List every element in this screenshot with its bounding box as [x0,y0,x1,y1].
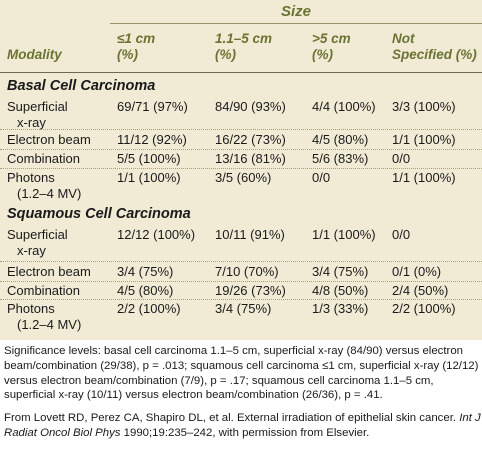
column-header-label: >5 cm [312,31,351,46]
column-header-unit: Specified (%) [392,47,477,62]
row-divider [0,261,482,262]
table-cell: 2/2 (100%) [392,301,456,316]
table-panel: Size Modality ≤1 cm (%) 1.1–5 cm (%) >5 … [0,0,482,340]
table-cell: 16/22 (73%) [215,132,286,147]
column-header-label: Not [392,31,415,46]
source-note: From Lovett RD, Perez CA, Shapiro DL, et… [4,411,482,441]
column-header-1-5cm: 1.1–5 cm (%) [215,31,272,63]
table-cell: 11/12 (92%) [117,132,187,147]
row-divider [0,281,482,282]
table-cell: 2/2 (100%) [117,301,181,316]
table-cell: 0/0 [392,227,411,242]
column-header-unit: (%) [117,47,138,62]
table-cell: 7/10 (70%) [215,264,279,279]
table-cell: 1/3 (33%) [312,301,369,316]
column-header-not-specified: Not Specified (%) [392,31,477,63]
source-journal: Int J Radiat Oncol Biol Phys [4,412,481,439]
column-header-modality: Modality [7,47,62,62]
header-bottom-rule [0,72,482,73]
size-header-rule [110,23,482,24]
table-cell: 3/4 (75%) [215,301,272,316]
section-title-basal: Basal Cell Carcinoma [7,78,156,94]
column-header-unit: (%) [215,47,236,62]
table-cell: 3/3 (100%) [392,99,456,114]
table-cell: 2/4 (50%) [392,283,449,298]
table-cell: 0/0 [312,170,331,185]
table-cell: 69/71 (97%) [117,99,188,114]
row-modality: Superficial x-ray [7,99,68,130]
row-modality: Combination [7,283,80,298]
table-cell: 12/12 (100%) [117,227,196,242]
table-cell: 13/16 (81%) [215,151,286,166]
table-cell: 0/1 (0%) [392,264,442,279]
table-cell: 4/5 (80%) [117,283,174,298]
table-cell: 4/5 (80%) [312,132,369,147]
table-cell: 4/4 (100%) [312,99,376,114]
table-cell: 0/0 [392,151,411,166]
source-text: From Lovett RD, Perez CA, Shapiro DL, et… [4,412,460,425]
row-divider [0,129,482,130]
source-text-end: 1990;19:235–242, with permission from El… [120,426,370,439]
table-cell: 1/1 (100%) [392,170,456,185]
table-cell: 3/4 (75%) [117,264,174,279]
row-divider [0,149,482,150]
table-cell: 3/4 (75%) [312,264,369,279]
table-cell: 4/8 (50%) [312,283,369,298]
column-header-label: ≤1 cm [117,31,156,46]
row-modality: Photons (1.2–4 MV) [7,301,82,332]
table-cell: 1/1 (100%) [392,132,456,147]
column-header-gt5cm: >5 cm (%) [312,31,351,63]
row-modality: Electron beam [7,264,91,279]
row-modality: Superficial x-ray [7,227,68,258]
table-cell: 10/11 (91%) [215,227,285,242]
table-cell: 1/1 (100%) [117,170,181,185]
column-header-le1cm: ≤1 cm (%) [117,31,155,63]
table-cell: 5/5 (100%) [117,151,181,166]
row-divider [0,299,482,300]
row-divider [0,168,482,169]
table-cell: 1/1 (100%) [312,227,376,242]
column-header-label: 1.1–5 cm [215,31,273,46]
row-modality: Combination [7,151,80,166]
section-title-squamous: Squamous Cell Carcinoma [7,206,191,222]
table-cell: 19/26 (73%) [215,283,286,298]
row-modality: Electron beam [7,132,91,147]
table-footnotes: Significance levels: basal cell carcinom… [4,344,482,449]
table-cell: 5/6 (83%) [312,151,369,166]
size-header: Size [280,3,311,20]
table-cell: 84/90 (93%) [215,99,286,114]
table-cell: 3/5 (60%) [215,170,272,185]
row-modality: Photons (1.2–4 MV) [7,170,82,201]
column-header-unit: (%) [312,47,333,62]
significance-note: Significance levels: basal cell carcinom… [4,345,479,402]
